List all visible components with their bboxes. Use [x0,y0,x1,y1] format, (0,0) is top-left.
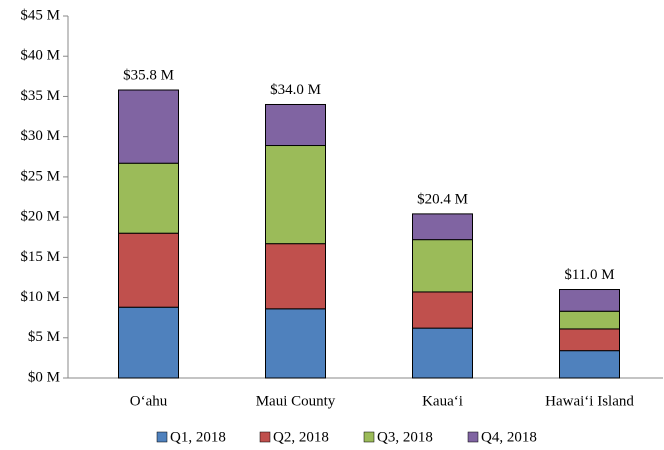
bar-segment [118,232,179,308]
x-tick-label: Hawai‘i Island [545,393,634,409]
bar-segment [412,239,473,293]
y-tick-label: $0 M [28,369,60,385]
y-tick-label: $10 M [20,289,60,305]
x-tick-label: O‘ahu [130,393,168,409]
bar-segment [118,306,179,379]
legend-swatch [259,431,271,443]
total-label: $34.0 M [270,82,321,98]
legend-swatch [467,431,479,443]
bar-segment [118,162,179,234]
bar-segment [412,291,473,329]
bar-segment [412,213,473,241]
y-tick-label: $25 M [20,168,60,184]
total-label: $35.8 M [123,67,174,83]
y-tick-label: $5 M [28,329,60,345]
bar-segment [559,289,620,312]
y-tick-label: $15 M [20,249,60,265]
bar-segment [559,310,620,330]
legend-swatch [156,431,168,443]
total-label: $11.0 M [564,267,614,283]
legend-label: Q1, 2018 [170,429,226,445]
x-tick-label: Maui County [256,393,336,409]
legend-label: Q4, 2018 [481,429,537,445]
bar-segment [118,89,179,164]
y-tick-label: $35 M [20,88,60,104]
bar-segment [265,308,326,379]
bar-segment [559,328,620,352]
legend-label: Q2, 2018 [273,429,329,445]
total-label: $20.4 M [417,191,468,207]
y-tick-label: $40 M [20,48,60,64]
y-tick-label: $45 M [20,7,60,23]
y-tick-label: $20 M [20,209,60,225]
y-tick-label: $30 M [20,128,60,144]
bar-segment [265,145,326,245]
bar-segment [265,103,326,147]
legend-label: Q3, 2018 [377,429,433,445]
bar-segment [265,243,326,310]
x-tick-label: Kaua‘i [422,393,463,409]
legend-swatch [363,431,375,443]
bar-segment [559,350,620,379]
bar-segment [412,327,473,379]
